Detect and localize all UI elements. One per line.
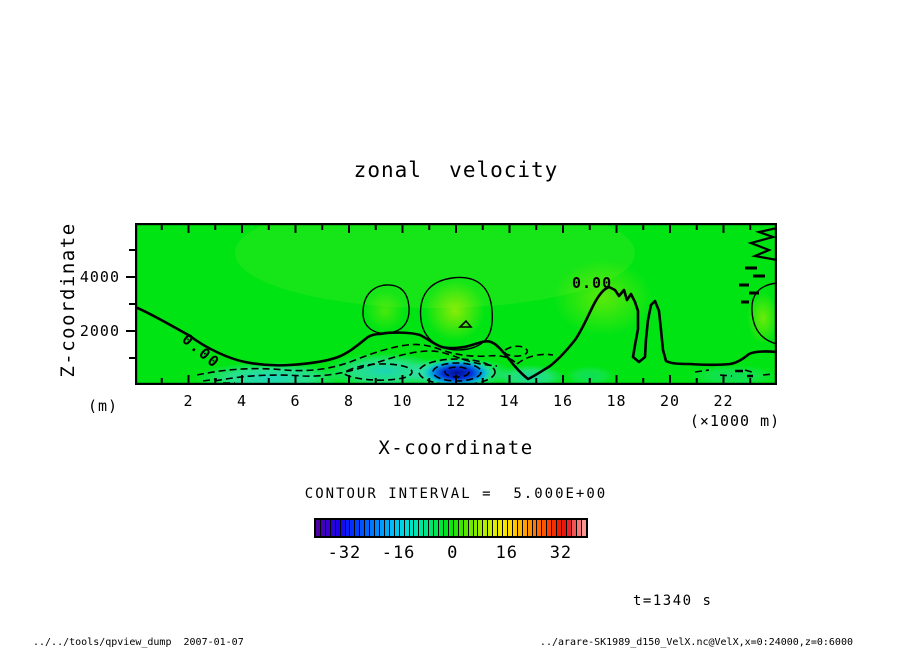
colorbar-cell — [394, 520, 400, 536]
contour-plot — [135, 223, 777, 385]
colorbar-cell — [340, 520, 346, 536]
colorbar-cell — [547, 520, 553, 536]
colorbar-cell — [453, 520, 459, 536]
zero-contour-label-right: 0.00 — [572, 274, 613, 292]
colorbar-tick-label-16: 16 — [495, 543, 519, 563]
x-tick-label-6: 6 — [290, 392, 301, 410]
colorbar-cell — [365, 520, 371, 536]
y-axis-label: Z-coordinate — [57, 222, 79, 378]
colorbar-cell — [517, 520, 523, 536]
colorbar-cell — [350, 520, 356, 536]
colorbar-cell — [493, 520, 499, 536]
y-tickmark-4000 — [126, 276, 135, 278]
colorbar-cell — [379, 520, 385, 536]
colorbar-cell — [552, 520, 558, 536]
x-tick-label-2: 2 — [183, 392, 194, 410]
colorbar-cell — [345, 520, 351, 536]
colorbar-cell — [414, 520, 420, 536]
x-tick-label-18: 18 — [606, 392, 627, 410]
colorbar-cell — [335, 520, 341, 536]
colorbar-cell — [567, 520, 572, 536]
colorbar-cell — [483, 520, 489, 536]
shading-positive-patches — [235, 223, 777, 344]
contour-interval-note: CONTOUR INTERVAL = 5.000E+00 — [304, 486, 608, 502]
colorbar-tick-label-0: 0 — [447, 543, 459, 563]
colorbar-cell — [448, 520, 454, 536]
colorbar-tick-label-32: 32 — [549, 543, 573, 563]
colorbar-cell — [542, 520, 548, 536]
colorbar-cell — [429, 520, 435, 536]
x-tick-label-12: 12 — [445, 392, 467, 410]
time-label: t=1340 s — [633, 593, 713, 609]
colorbar-cell — [576, 520, 582, 536]
colorbar-cell — [478, 520, 484, 536]
colorbar-cell — [522, 520, 528, 536]
colorbar-cell — [330, 520, 336, 536]
colorbar-tick-label--32: -32 — [327, 543, 362, 563]
y-tickmark-5000 — [129, 249, 135, 251]
x-axis-label: X-coordinate — [378, 437, 534, 459]
y-axis-unit: (m) — [88, 397, 119, 415]
colorbar-cell — [537, 520, 543, 536]
right-edge-jagged-contours — [735, 226, 777, 378]
footer-tool-info: ../../tools/qpview_dump 2007-01-07 — [33, 637, 244, 648]
y-tickmark-3000 — [129, 303, 135, 305]
x-tick-label-22: 22 — [713, 392, 734, 410]
colorbar-cell — [473, 520, 479, 536]
colorbar-cell — [355, 520, 361, 536]
colorbar-cell — [424, 520, 430, 536]
colorbar-cell — [581, 520, 586, 536]
colorbar-cell — [325, 520, 331, 536]
colorbar-cell — [557, 520, 563, 536]
x-tick-label-8: 8 — [343, 392, 355, 410]
colorbar-cell — [463, 520, 469, 536]
colorbar-cell — [512, 520, 518, 536]
colorbar-tick-label--16: -16 — [381, 543, 416, 563]
colorbar-cell — [384, 520, 390, 536]
footer-data-source: ../arare-SK1989_d150_VelX.nc@VelX,x=0:24… — [539, 637, 853, 648]
colorbar-cell — [527, 520, 533, 536]
colorbar-cell — [404, 520, 410, 536]
x-tick-label-16: 16 — [552, 392, 574, 410]
colorbar-cell — [571, 520, 577, 536]
colorbar-cell — [562, 520, 568, 536]
x-tick-label-10: 10 — [392, 392, 413, 410]
colorbar — [314, 518, 588, 538]
colorbar-cell — [488, 520, 494, 536]
x-tick-label-14: 14 — [499, 392, 520, 410]
colorbar-cell — [503, 520, 508, 536]
x-tick-label-20: 20 — [659, 392, 681, 410]
plot-border — [135, 223, 777, 385]
colorbar-cell — [409, 520, 415, 536]
plot-title: zonal velocity — [353, 158, 559, 182]
colorbar-cell — [443, 520, 449, 536]
colorbar-cell — [458, 520, 464, 536]
colorbar-cell — [439, 520, 444, 536]
axis-tickmarks — [160, 225, 752, 383]
colorbar-cell — [375, 520, 380, 536]
colorbar-cell — [419, 520, 425, 536]
colorbar-cell — [434, 520, 440, 536]
zero-contour-thick — [135, 285, 777, 381]
y-tick-label-4000: 4000 — [79, 268, 120, 286]
x-tick-label-4: 4 — [236, 392, 248, 410]
colorbar-cell — [316, 520, 321, 536]
colorbar-cell — [507, 520, 513, 536]
colorbar-cell — [389, 520, 395, 536]
colorbar-cell — [498, 520, 504, 536]
colorbar-cell — [399, 520, 405, 536]
colorbar-cell — [360, 520, 366, 536]
colorbar-cell — [370, 520, 376, 536]
colorbar-cell — [468, 520, 474, 536]
y-tickmark-2000 — [126, 330, 135, 332]
y-tick-label-2000: 2000 — [79, 322, 120, 340]
x-axis-unit: (×1000 m) — [689, 412, 781, 430]
y-tickmark-1000 — [129, 357, 135, 359]
colorbar-cell — [532, 520, 538, 536]
colorbar-cell — [320, 520, 326, 536]
